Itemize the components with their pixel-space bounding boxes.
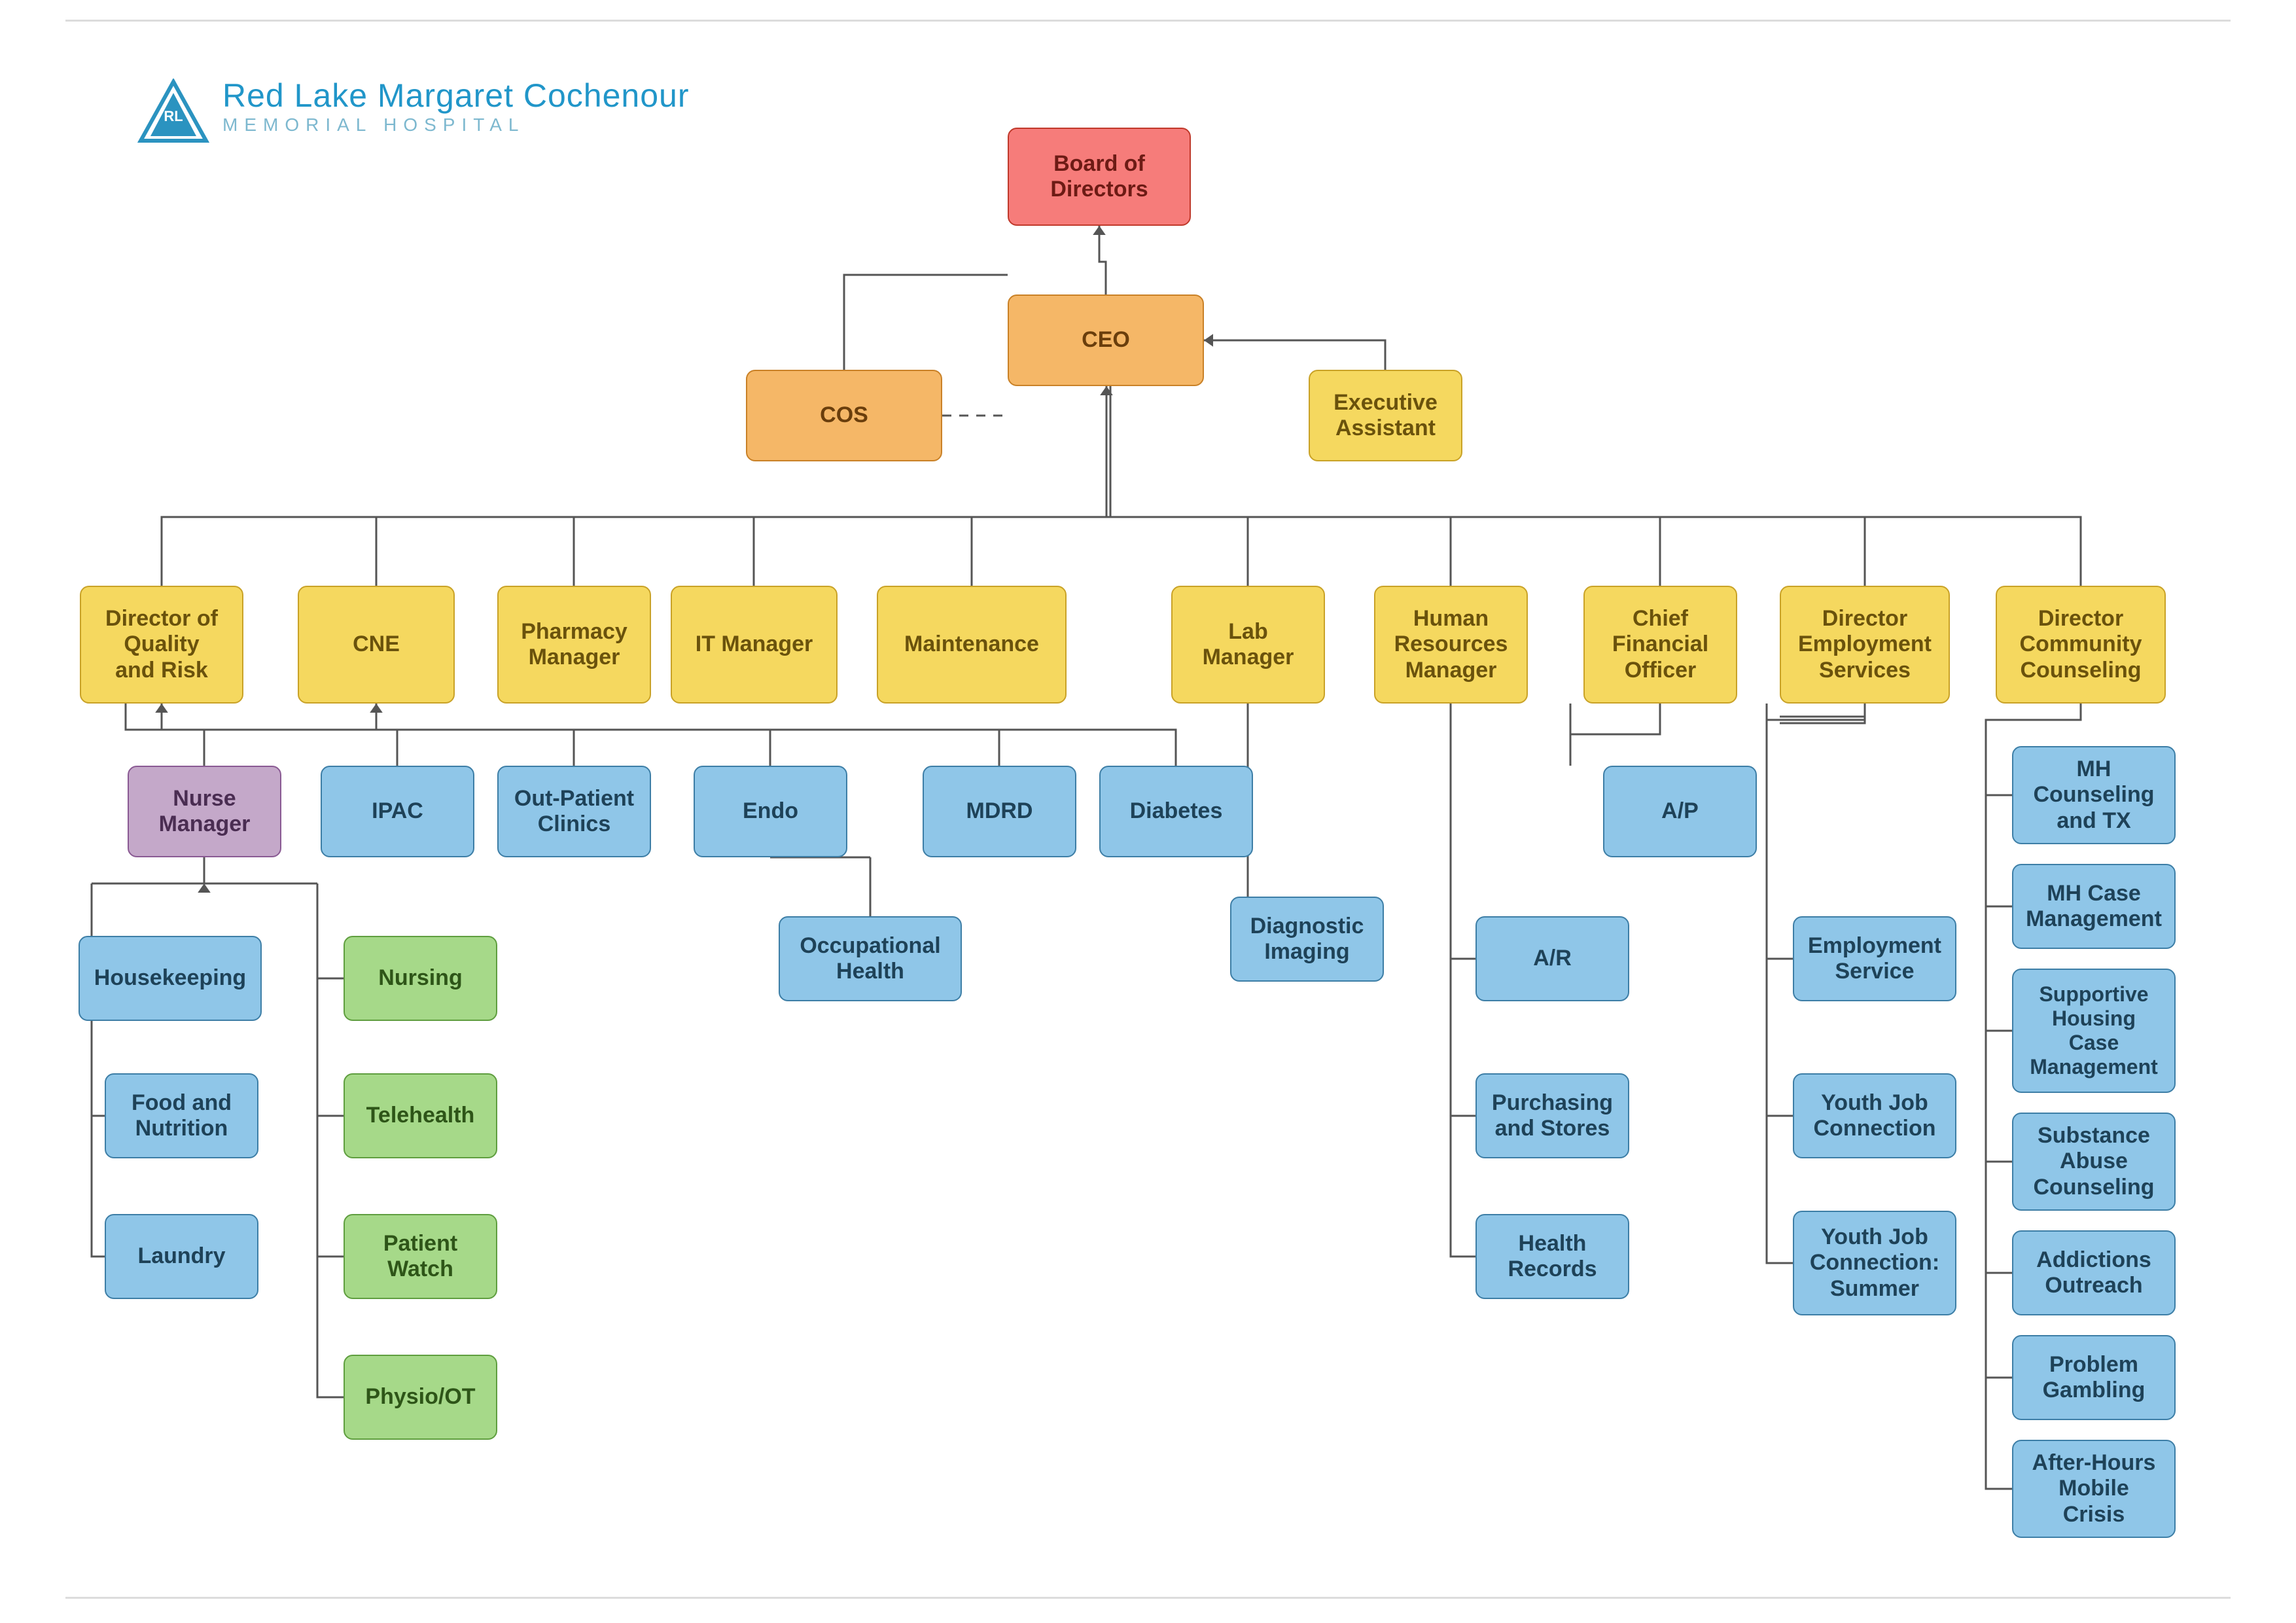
org-node-pw: PatientWatch — [344, 1214, 497, 1299]
org-node-ap: A/P — [1603, 766, 1757, 857]
org-node-ipac: IPAC — [321, 766, 474, 857]
logo-line1: Red Lake Margaret Cochenour — [222, 79, 690, 113]
org-node-sac: SubstanceAbuseCounseling — [2012, 1113, 2176, 1211]
org-node-nurs: Nursing — [344, 936, 497, 1021]
org-node-lnd: Laundry — [105, 1214, 258, 1299]
org-node-yjcs: Youth JobConnection:Summer — [1793, 1211, 1956, 1315]
org-node-pg: ProblemGambling — [2012, 1335, 2176, 1420]
org-node-hk: Housekeeping — [79, 936, 262, 1021]
org-node-di: DiagnosticImaging — [1230, 897, 1384, 982]
org-node-ao: AddictionsOutreach — [2012, 1230, 2176, 1315]
org-node-board: Board ofDirectors — [1008, 128, 1191, 226]
org-node-tele: Telehealth — [344, 1073, 497, 1158]
logo-triangle-icon: RL — [137, 79, 209, 144]
org-node-maint: Maintenance — [877, 586, 1067, 704]
org-node-itm: IT Manager — [671, 586, 838, 704]
org-node-dqr: Director ofQualityand Risk — [80, 586, 243, 704]
org-node-phot: Physio/OT — [344, 1355, 497, 1440]
org-node-mhcm: MH CaseManagement — [2012, 864, 2176, 949]
org-node-emps: EmploymentService — [1793, 916, 1956, 1001]
org-node-cos: COS — [746, 370, 942, 461]
org-node-mdrd: MDRD — [923, 766, 1076, 857]
org-node-hrcd: HealthRecords — [1475, 1214, 1629, 1299]
org-node-ar: A/R — [1475, 916, 1629, 1001]
org-node-shcm: SupportiveHousingCaseManagement — [2012, 969, 2176, 1093]
logo-line2: MEMORIAL HOSPITAL — [222, 115, 690, 135]
org-node-endo: Endo — [694, 766, 847, 857]
org-node-ahmc: After-HoursMobileCrisis — [2012, 1440, 2176, 1538]
hospital-logo: RL Red Lake Margaret Cochenour MEMORIAL … — [137, 79, 690, 144]
logo-text: Red Lake Margaret Cochenour MEMORIAL HOS… — [222, 79, 690, 135]
org-node-cne: CNE — [298, 586, 455, 704]
org-node-diab: Diabetes — [1099, 766, 1253, 857]
org-node-ea: ExecutiveAssistant — [1309, 370, 1462, 461]
top-rule — [65, 20, 2231, 22]
org-node-mhctx: MHCounselingand TX — [2012, 746, 2176, 844]
org-node-fn: Food andNutrition — [105, 1073, 258, 1158]
org-node-pharm: PharmacyManager — [497, 586, 651, 704]
org-node-des: DirectorEmploymentServices — [1780, 586, 1950, 704]
org-node-ceo: CEO — [1008, 294, 1204, 386]
org-node-dcc: DirectorCommunityCounseling — [1996, 586, 2166, 704]
org-node-cfo: ChiefFinancialOfficer — [1583, 586, 1737, 704]
org-node-occh: OccupationalHealth — [779, 916, 962, 1001]
org-node-ps: Purchasingand Stores — [1475, 1073, 1629, 1158]
org-chart-page: RL Red Lake Margaret Cochenour MEMORIAL … — [0, 0, 2296, 1623]
org-node-nm: NurseManager — [128, 766, 281, 857]
org-node-yjc: Youth JobConnection — [1793, 1073, 1956, 1158]
org-node-labm: LabManager — [1171, 586, 1325, 704]
bottom-rule — [65, 1597, 2231, 1599]
org-node-hrm: HumanResourcesManager — [1374, 586, 1528, 704]
svg-text:RL: RL — [164, 108, 183, 124]
org-node-opc: Out-PatientClinics — [497, 766, 651, 857]
